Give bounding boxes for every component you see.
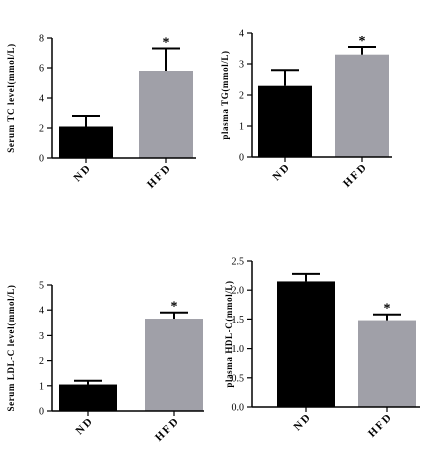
bar-hfd: [358, 320, 416, 407]
x-category-label: ND: [271, 161, 294, 184]
y-tick-label: 0: [239, 153, 244, 164]
chart-panel-4: * 0.0 0.5 1.0 1.5 2.0 2.5 ND HFD plasma HDL-C(mmo…: [224, 257, 420, 440]
error-bar-hfd: [348, 45, 376, 55]
y-tick-label: 4: [39, 306, 44, 317]
y-tick-label: 2.5: [232, 257, 245, 268]
significance-marker: *: [171, 300, 178, 315]
bar-nd: [258, 85, 312, 157]
y-tick-label: 0: [39, 407, 44, 418]
bar-nd: [59, 384, 117, 411]
y-tick-label: 3: [239, 60, 244, 71]
y-axis-title: plasma TG(mmol/L): [220, 50, 230, 139]
error-bar-nd: [292, 272, 320, 282]
bar-nd: [59, 126, 113, 158]
significance-marker: *: [163, 36, 170, 51]
error-bar-hfd: [160, 311, 188, 320]
chart-panel-2: * 0 1 2 3 4 ND HFD plasma TG(mmol/L): [220, 29, 392, 190]
y-tick-label: 0.0: [232, 403, 245, 414]
bar-hfd: [139, 71, 193, 158]
x-category-label: HFD: [341, 161, 370, 190]
y-tick-label: 1.5: [232, 315, 245, 326]
error-bar-nd: [72, 115, 100, 127]
y-axis-title: plasma HDL-C(mmol/L): [224, 280, 234, 387]
error-bar-nd: [271, 69, 299, 86]
bar-hfd: [145, 319, 203, 411]
error-bar-hfd: [373, 313, 401, 321]
y-tick-label: 8: [39, 34, 44, 45]
y-tick-label: 4: [239, 29, 244, 40]
chart-panel-3: * 0 1 2 3 4 5 ND HFD Serum LDL-C level(mmol/L): [6, 281, 204, 444]
y-tick-label: 5: [39, 281, 44, 292]
y-tick-label: 2.0: [232, 286, 245, 297]
y-tick-label: 3: [39, 331, 44, 342]
x-category-label: ND: [74, 415, 97, 438]
y-axis-title: Serum LDL-C level(mmol/L): [6, 285, 16, 412]
y-tick-label: 1.0: [232, 344, 245, 355]
y-tick-label: 0: [39, 154, 44, 165]
y-tick-label: 2: [39, 356, 44, 367]
bar-hfd: [335, 54, 389, 158]
y-tick-label: 1: [39, 381, 44, 392]
x-category-label: HFD: [366, 411, 395, 440]
x-category-label: ND: [72, 162, 95, 185]
x-category-label: HFD: [145, 162, 174, 191]
y-tick-label: 1: [239, 122, 244, 133]
significance-marker: *: [359, 34, 366, 49]
y-tick-label: 0.5: [232, 373, 245, 384]
y-tick-label: 4: [39, 94, 44, 105]
significance-marker: *: [384, 302, 391, 317]
chart-panel-1: * 0 2 4 6 8 ND HFD Serum TC level(mmol/L): [6, 34, 196, 191]
bar-nd: [277, 281, 335, 407]
y-tick-label: 2: [39, 124, 44, 135]
y-tick-label: 6: [39, 64, 44, 75]
error-bar-hfd: [152, 47, 180, 71]
error-bar-nd: [74, 379, 102, 385]
y-tick-label: 2: [239, 91, 244, 102]
x-category-label: HFD: [153, 415, 182, 444]
y-axis-title: Serum TC level(mmol/L): [6, 43, 16, 153]
x-category-label: ND: [292, 411, 315, 434]
